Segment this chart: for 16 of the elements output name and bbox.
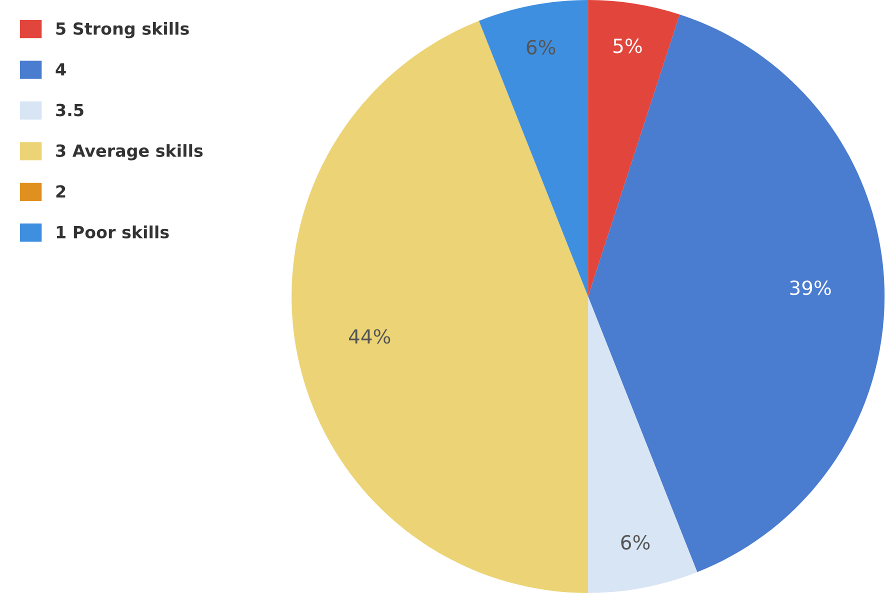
legend-label: 4 (56, 63, 66, 76)
data-label: 6% (621, 534, 650, 550)
pie-slice (292, 20, 588, 593)
legend-label: 1 Poor skills (56, 226, 169, 238)
pie-slice (588, 14, 885, 572)
pie-slice (588, 296, 698, 593)
legend-label: 3.5 (56, 104, 84, 116)
data-label: 44% (348, 329, 390, 344)
data-label: 5% (614, 38, 642, 54)
data-label: 6% (526, 40, 556, 55)
pie-slice (478, 0, 588, 296)
legend-label: 2 (56, 185, 66, 198)
legend-label: 5 Strong skills (56, 22, 189, 38)
data-label: 39% (790, 280, 831, 296)
pie-slice (588, 0, 680, 296)
legend-label: 3 Average skills (56, 144, 203, 160)
